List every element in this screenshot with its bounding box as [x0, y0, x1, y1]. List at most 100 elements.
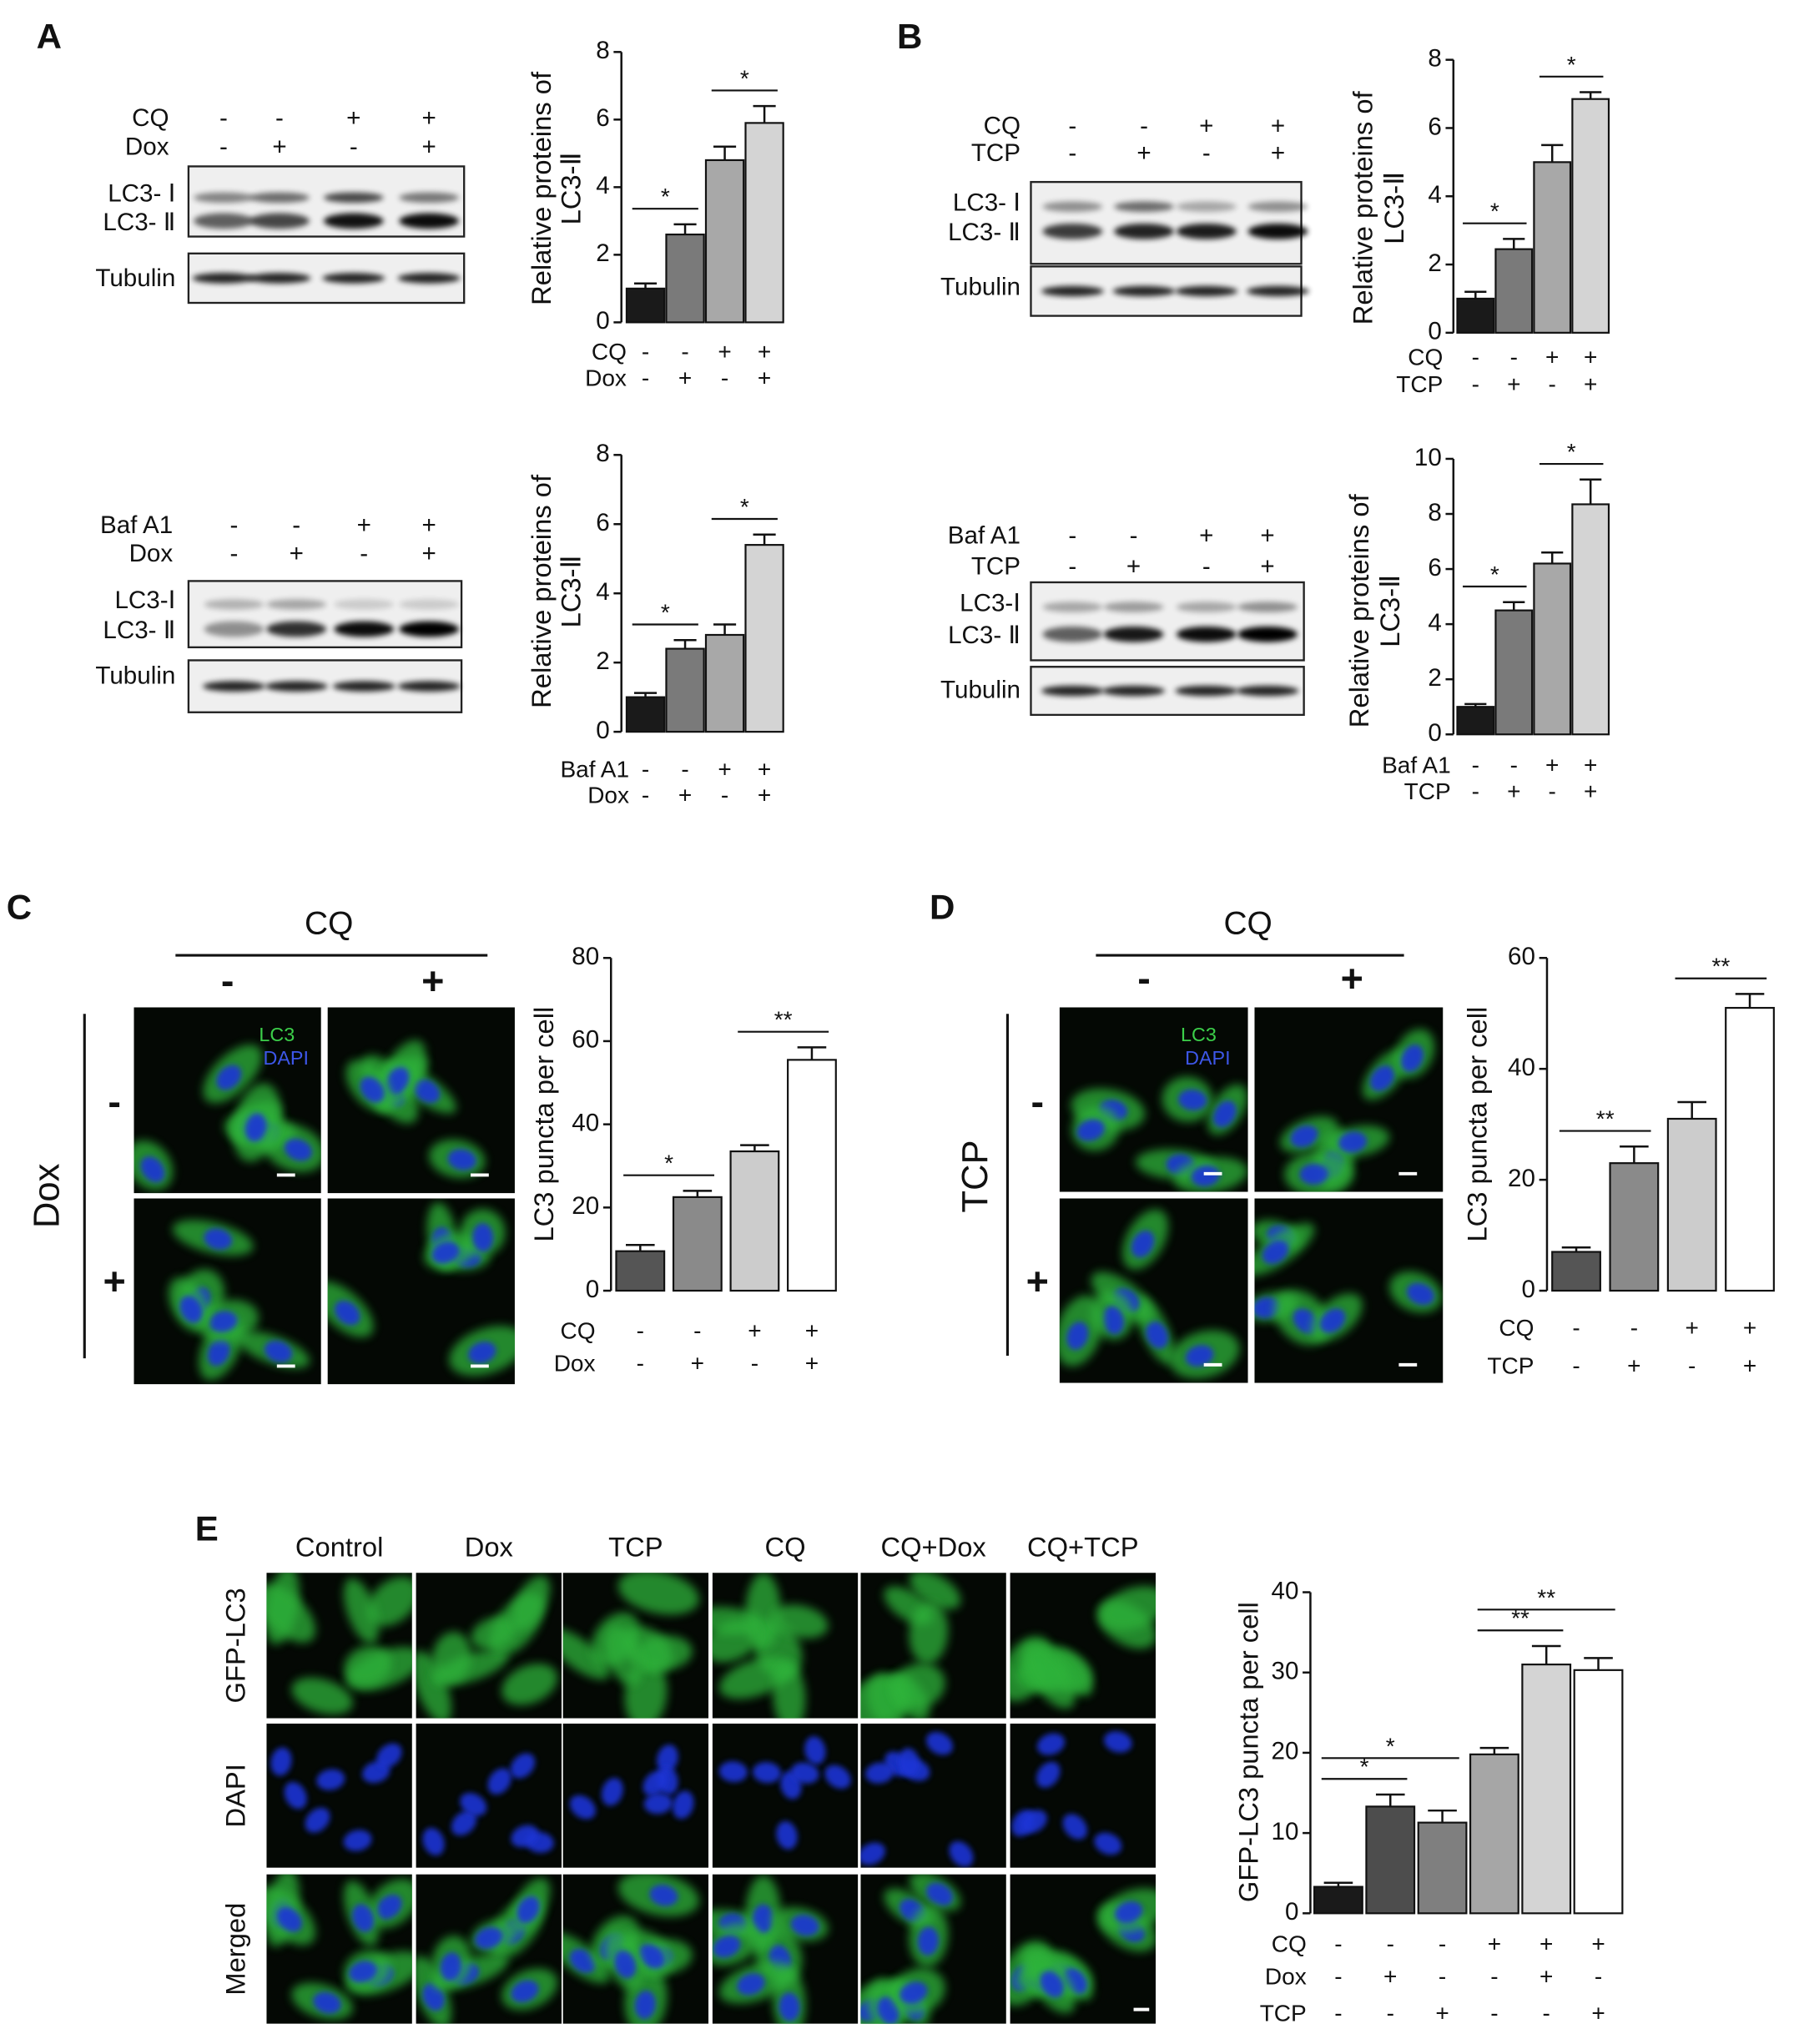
condition-sign: + [1545, 753, 1559, 778]
condition-sign: - [1472, 753, 1479, 778]
nucleus [1036, 1761, 1061, 1788]
condition-sign: - [1334, 2000, 1342, 2026]
significance-label: * [1360, 1754, 1369, 1780]
condition-sign: - [637, 1317, 644, 1343]
condition-sign: + [357, 511, 371, 539]
band [1237, 602, 1298, 612]
significance-label: ** [774, 1007, 793, 1033]
nucleus [900, 1981, 928, 2004]
bar [1533, 161, 1572, 334]
condition-label: Dox [587, 782, 629, 808]
nucleus [1401, 1045, 1424, 1072]
condition-sign: - [1510, 753, 1518, 778]
nucleus [877, 1996, 900, 2024]
nucleus [1338, 1131, 1368, 1153]
condition-sign: + [1271, 139, 1285, 167]
band [266, 621, 327, 637]
nucleus [343, 1830, 372, 1851]
band [1236, 685, 1299, 697]
nucleus [1178, 1089, 1207, 1110]
micrograph [712, 1573, 859, 1719]
bar [1417, 1821, 1468, 1915]
condition-sign: - [1543, 2000, 1550, 2026]
band [1042, 223, 1103, 239]
nucleus [1076, 1119, 1105, 1141]
micrograph [327, 1198, 515, 1385]
condition-label: TCP [1396, 371, 1443, 397]
bar [1456, 706, 1495, 736]
condition-label: CQ [561, 1317, 596, 1343]
nucleus [179, 1296, 203, 1323]
row-header: GFP-LC3 [220, 1588, 251, 1703]
column-header: Dox [465, 1532, 513, 1563]
nucleus [335, 1300, 360, 1326]
condition-sign: - [350, 133, 358, 160]
nucleus [718, 1761, 748, 1783]
blot-membrane [1030, 581, 1305, 662]
micrograph [1010, 1723, 1157, 1868]
nucleus [1131, 1230, 1155, 1258]
cell [909, 1573, 961, 1609]
nucleus [511, 1825, 539, 1848]
band [249, 192, 310, 204]
cell [471, 1616, 517, 1650]
condition-sign: - [1472, 344, 1479, 370]
band [1042, 201, 1103, 212]
band [1176, 201, 1237, 212]
y-tick-label: 2 [596, 239, 609, 267]
column-header: TCP [608, 1532, 663, 1563]
y-tick-label: 6 [596, 509, 609, 536]
nucleus [569, 1795, 596, 1820]
condition-sign: + [1545, 344, 1559, 370]
nucleus [316, 1769, 345, 1790]
micrograph [416, 1874, 562, 2024]
nucleus [244, 1113, 267, 1142]
nucleus [360, 1076, 385, 1103]
condition-label: TCP [1404, 778, 1451, 804]
y-tick-label: 2 [1428, 664, 1441, 692]
significance-label: * [661, 599, 670, 625]
y-tick-label: 6 [1428, 554, 1441, 581]
y-tick-label: 4 [596, 578, 609, 606]
stain-label: DAPI [1185, 1047, 1231, 1069]
condition-sign: - [1472, 371, 1479, 397]
blot-membrane [1030, 180, 1303, 265]
y-axis-label: Relative proteins of [526, 474, 557, 708]
nucleus [898, 1748, 920, 1777]
loading-label: Tubulin [95, 264, 175, 292]
band-label: LC3- Ⅰ [108, 180, 175, 208]
row-sign: + [1026, 1260, 1049, 1303]
nucleus [752, 1762, 782, 1784]
condition-sign: + [1540, 1931, 1553, 1957]
loading-label: Tubulin [95, 662, 175, 690]
nucleus [790, 1915, 819, 1936]
bar [1313, 1885, 1363, 1915]
nucleus [1212, 1100, 1237, 1128]
nucleus [672, 1790, 694, 1820]
y-tick-label: 4 [1428, 609, 1441, 637]
condition-sign: - [642, 365, 649, 390]
nucleus [1036, 1733, 1066, 1755]
bar [1494, 248, 1534, 334]
nucleus [638, 1944, 665, 1969]
band-label: LC3- Ⅱ [948, 219, 1020, 246]
condition-sign: - [1439, 1964, 1446, 1990]
y-tick-label: 40 [572, 1109, 599, 1136]
y-axis-label: LC3 puncta per cell [1462, 1007, 1493, 1242]
band [332, 681, 396, 692]
cell [291, 1677, 353, 1715]
condition-sign: - [1334, 1931, 1342, 1957]
column-header: CQ+TCP [1027, 1532, 1139, 1563]
panel-label: B [897, 17, 922, 56]
condition-sign: + [1199, 112, 1213, 139]
band [323, 213, 384, 229]
nucleus [634, 1990, 656, 2020]
micrograph [1254, 1007, 1444, 1192]
y-tick-label: 40 [1508, 1054, 1535, 1081]
condition-sign: + [1271, 112, 1285, 139]
y-axis-label: LC3-Ⅱ [556, 152, 587, 224]
significance-label: * [1490, 199, 1499, 224]
nucleus [1299, 1163, 1328, 1185]
bar [625, 696, 666, 733]
band [1114, 223, 1174, 239]
